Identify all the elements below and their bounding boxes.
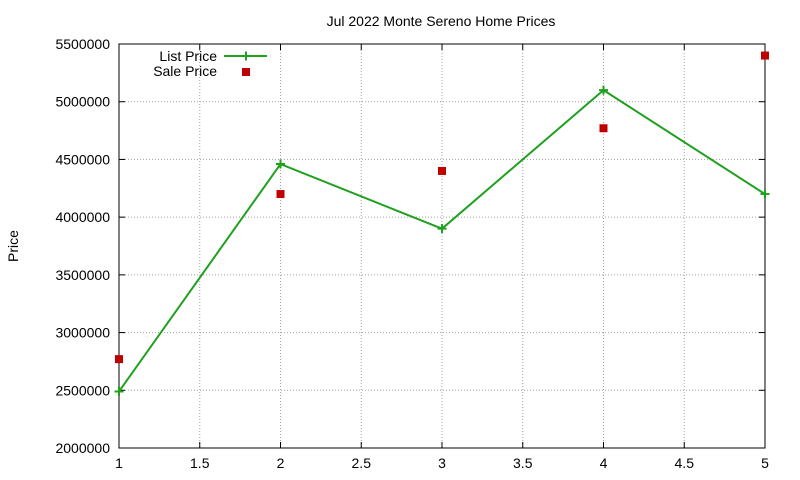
list-price-line	[118, 88, 766, 393]
x-tick-label: 3.5	[513, 455, 533, 471]
x-tick-label: 3	[438, 455, 446, 471]
legend-label-sale-price: Sale Price	[153, 63, 217, 79]
x-tick-label: 4.5	[675, 455, 695, 471]
sale-price-point	[276, 190, 285, 199]
x-tick-label: 1	[115, 455, 123, 471]
x-tick-label: 2.5	[352, 455, 372, 471]
y-tick-label: 2500000	[55, 382, 110, 398]
grid	[119, 44, 765, 448]
list-price-point	[114, 386, 124, 396]
y-tick-label: 4500000	[55, 151, 110, 167]
legend-marker-sale-price	[242, 68, 250, 76]
y-tick-label: 5500000	[55, 36, 110, 52]
y-tick-label: 5000000	[55, 94, 110, 110]
y-tick-label: 3500000	[55, 267, 110, 283]
legend-label-list-price: List Price	[159, 48, 217, 64]
y-axis-label: Price	[5, 230, 21, 262]
sale-price-point	[115, 355, 123, 364]
legend-marker-list-price	[241, 51, 251, 61]
y-tick-label: 4000000	[55, 209, 110, 225]
sale-price-point	[599, 124, 608, 133]
sale-price-point	[438, 166, 446, 175]
list-price-point	[437, 224, 447, 234]
chart-title: Jul 2022 Monte Sereno Home Prices	[327, 13, 556, 29]
y-tick-label: 3000000	[55, 325, 110, 341]
axis-ticks: 1 1.5 2 2.5 3 3.5 4 4.5 5 2000000 2500000 3000000 35…	[55, 36, 769, 471]
y-tick-label: 2000000	[55, 440, 110, 456]
series-layer	[114, 51, 770, 396]
x-tick-label: 5	[761, 455, 769, 471]
x-tick-label: 4	[600, 455, 608, 471]
list-price-point	[599, 85, 608, 95]
sale-price-point	[761, 51, 769, 60]
list-price-point	[276, 159, 285, 169]
legend: List Price Sale Price	[153, 48, 267, 79]
x-tick-label: 1.5	[190, 455, 210, 471]
list-price-point	[760, 189, 770, 199]
x-tick-label: 2	[277, 455, 285, 471]
